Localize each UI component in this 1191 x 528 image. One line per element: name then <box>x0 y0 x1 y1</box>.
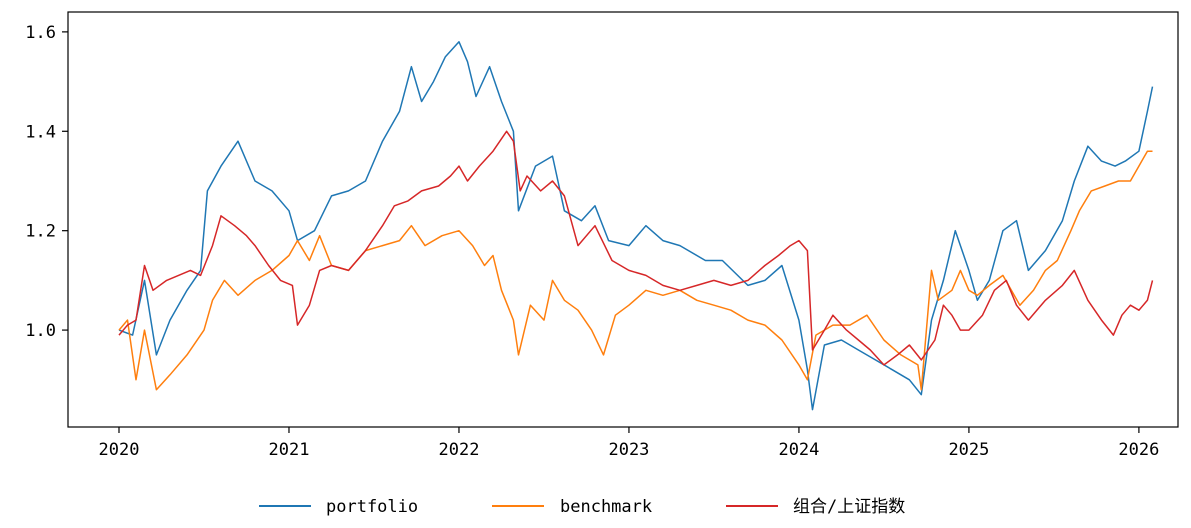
x-tick-label: 2021 <box>269 440 310 460</box>
y-tick-label: 1.2 <box>25 222 56 242</box>
legend-label-1: portfolio <box>326 497 418 517</box>
x-tick-label: 2025 <box>948 440 989 460</box>
y-tick-label: 1.0 <box>25 321 56 341</box>
x-tick-label: 2022 <box>438 440 479 460</box>
legend: portfolio benchmark 组合/上证指数 <box>259 497 905 517</box>
series-line-2 <box>118 150 1153 391</box>
y-axis: 1.0 1.2 1.4 1.6 <box>25 23 68 341</box>
y-tick-label: 1.6 <box>25 23 56 43</box>
y-tick-label: 1.4 <box>25 122 56 142</box>
x-tick-label: 2026 <box>1118 440 1159 460</box>
x-tick-label: 2020 <box>99 440 140 460</box>
legend-label-3: 组合/上证指数 <box>793 497 905 517</box>
x-tick-label: 2024 <box>778 440 819 460</box>
x-tick-label: 2023 <box>608 440 649 460</box>
legend-label-2: benchmark <box>560 497 652 517</box>
series-line-1 <box>118 41 1154 411</box>
series-layer <box>118 41 1154 411</box>
x-axis: 2020 2021 2022 2023 2024 2025 2026 <box>99 427 1159 460</box>
series-line-3 <box>118 130 1154 366</box>
plot-frame <box>67 11 1179 428</box>
